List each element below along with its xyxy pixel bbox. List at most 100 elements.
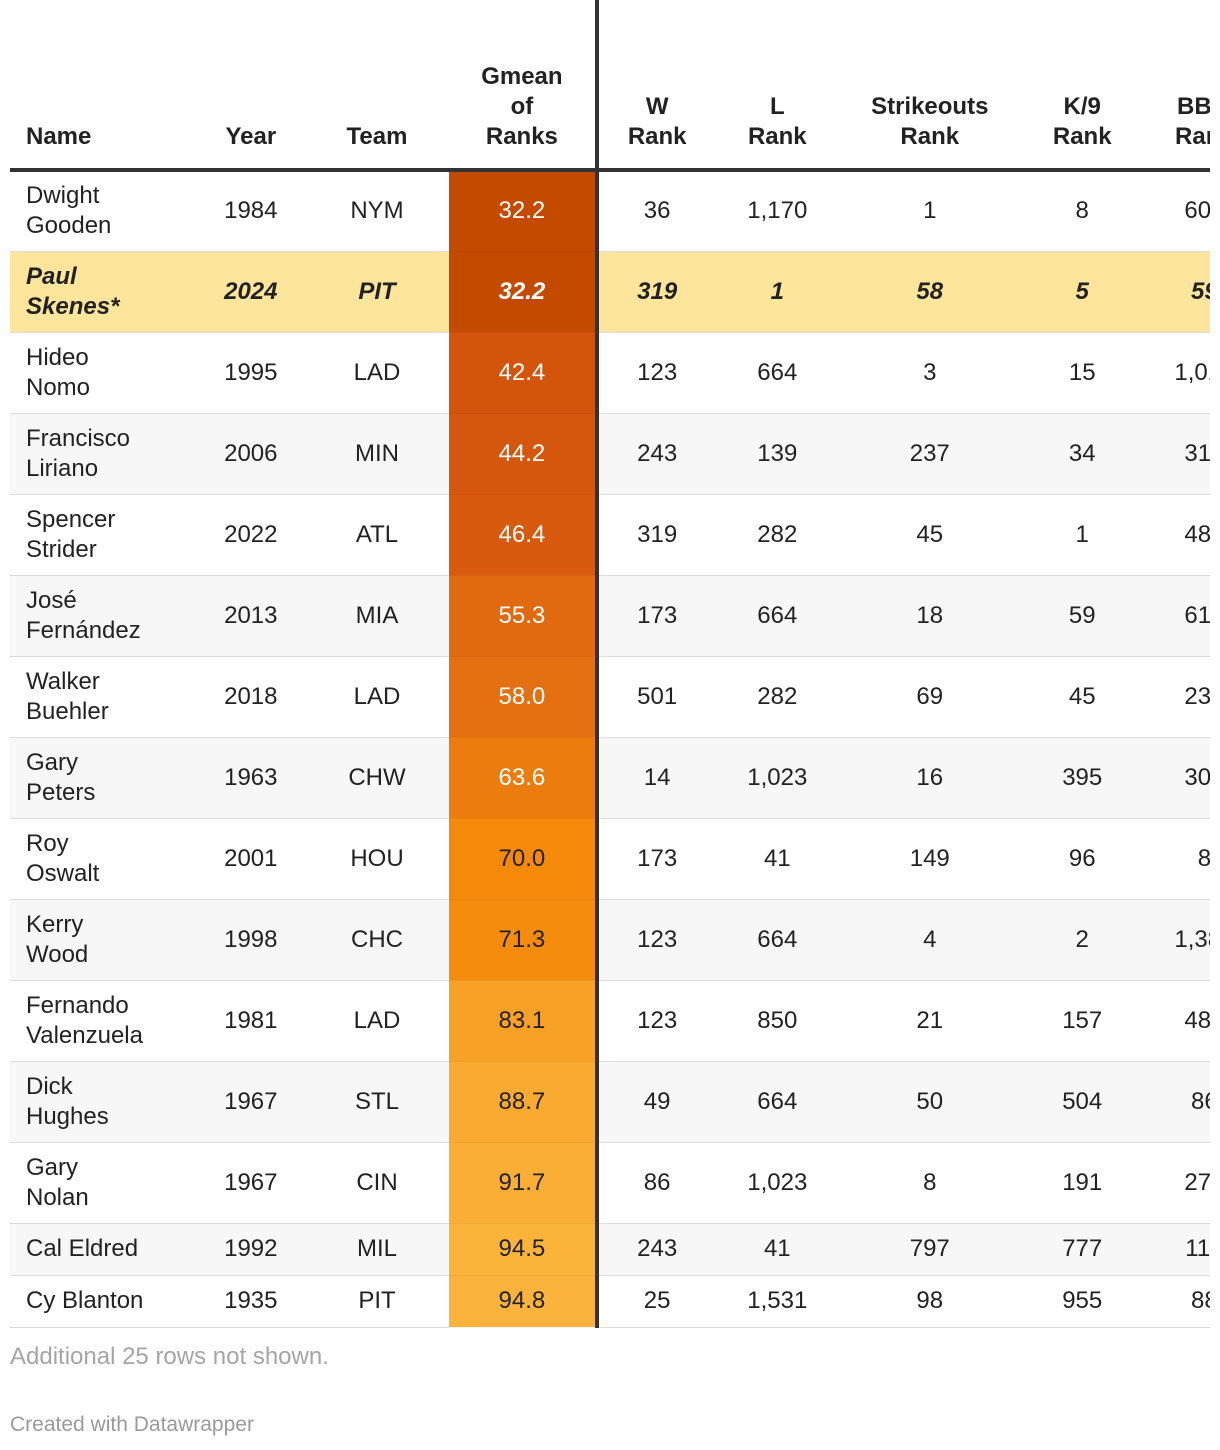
column-header-gmean[interactable]: Gmean of Ranks: [449, 0, 599, 172]
team-cell: LAD: [304, 656, 450, 738]
bb9-rank-cell: 301: [1143, 737, 1210, 819]
table-row: Fernando Valenzuela 1981 LAD 83.1 123 850 21 157…: [10, 980, 1210, 1062]
bb9-rank-cell: 8: [1143, 818, 1210, 900]
k9-rank-cell: 157: [1020, 980, 1144, 1062]
pitcher-name-part: Strider: [26, 535, 97, 563]
pitcher-name-part: Francisco: [26, 424, 131, 452]
column-header-line: W: [645, 93, 669, 120]
k9-rank-cell: 15: [1020, 332, 1144, 414]
l-rank-cell: 1,023: [715, 737, 839, 819]
strikeouts-rank-cell: 58: [838, 251, 1021, 333]
pitcher-name-part: Peters: [26, 778, 96, 806]
w-rank-cell: 123: [596, 899, 716, 981]
strikeouts-rank-cell: 797: [838, 1223, 1021, 1276]
name-cell: Francisco Liriano: [10, 413, 197, 495]
k9-rank-cell: 1: [1020, 494, 1144, 576]
l-rank-cell: 139: [715, 413, 839, 495]
column-header-line: Year: [225, 123, 277, 150]
column-header-year[interactable]: Year: [196, 0, 305, 172]
year-cell: 2024: [196, 251, 305, 333]
l-rank-cell: 664: [715, 332, 839, 414]
name-cell: Dwight Gooden: [10, 170, 197, 252]
column-header-line: Ranks: [485, 123, 558, 150]
strikeouts-rank-cell: 1: [838, 170, 1021, 252]
year-cell: 1963: [196, 737, 305, 819]
name-cell: Cal Eldred: [10, 1223, 197, 1276]
name-cell: Cy Blanton: [10, 1275, 197, 1328]
strikeouts-rank-cell: 16: [838, 737, 1021, 819]
gmean-cell: 71.3: [449, 899, 599, 981]
bb9-rank-cell: 1,389: [1143, 899, 1210, 981]
pitcher-name-part: José: [26, 586, 77, 614]
column-header-line: L: [769, 93, 785, 120]
pitcher-name-part: Nomo: [26, 373, 91, 401]
w-rank-cell: 319: [596, 251, 716, 333]
gmean-cell: 32.2: [449, 251, 599, 333]
pitcher-name-part: Gary: [26, 1153, 79, 1181]
strikeouts-rank-cell: 8: [838, 1142, 1021, 1224]
team-cell: CIN: [304, 1142, 450, 1224]
w-rank-cell: 86: [596, 1142, 716, 1224]
year-cell: 2022: [196, 494, 305, 576]
team-cell: LAD: [304, 332, 450, 414]
strikeouts-rank-cell: 3: [838, 332, 1021, 414]
column-header-team[interactable]: Team: [304, 0, 450, 172]
column-header-k9-rank[interactable]: K/9 Rank: [1020, 0, 1144, 172]
column-header-name[interactable]: Name: [10, 0, 197, 172]
column-header-line: K/9: [1063, 93, 1101, 120]
name-cell: Dick Hughes: [10, 1061, 197, 1143]
year-cell: 2006: [196, 413, 305, 495]
column-header-l-rank[interactable]: L Rank: [715, 0, 839, 172]
k9-rank-cell: 59: [1020, 575, 1144, 657]
k9-rank-cell: 34: [1020, 413, 1144, 495]
l-rank-cell: 1,023: [715, 1142, 839, 1224]
pitcher-name-part: Fernández: [26, 616, 141, 644]
column-header-line: Strikeouts: [871, 93, 989, 120]
pitcher-name-part: Valenzuela: [26, 1021, 143, 1049]
k9-rank-cell: 45: [1020, 656, 1144, 738]
bb9-rank-cell: 1,015: [1143, 332, 1210, 414]
column-header-w-rank[interactable]: W Rank: [596, 0, 716, 172]
strikeouts-rank-cell: 45: [838, 494, 1021, 576]
w-rank-cell: 123: [596, 980, 716, 1062]
column-header-line: Rank: [627, 123, 687, 150]
column-header-line: Rank: [900, 123, 960, 150]
pitcher-name-part: Buehler: [26, 697, 109, 725]
k9-rank-cell: 5: [1020, 251, 1144, 333]
pitcher-name-part: Cal Eldred: [26, 1235, 139, 1262]
pitcher-name-part: Liriano: [26, 454, 99, 482]
column-header-bb9-rank[interactable]: BB/9 Rank: [1143, 0, 1210, 172]
team-cell: CHC: [304, 899, 450, 981]
l-rank-cell: 1,170: [715, 170, 839, 252]
column-header-strikeouts-rank[interactable]: Strikeouts Rank: [838, 0, 1021, 172]
column-header-line: BB/9: [1177, 93, 1210, 120]
pitcher-name-part: Dwight: [26, 182, 100, 210]
l-rank-cell: 1,531: [715, 1275, 839, 1328]
gmean-cell: 44.2: [449, 413, 599, 495]
l-rank-cell: 1: [715, 251, 839, 333]
team-cell: MIL: [304, 1223, 450, 1276]
year-cell: 1984: [196, 170, 305, 252]
name-cell: Kerry Wood: [10, 899, 197, 981]
team-cell: MIN: [304, 413, 450, 495]
pitcher-name-part: Cy Blanton: [26, 1287, 144, 1314]
strikeouts-rank-cell: 69: [838, 656, 1021, 738]
pitcher-name-part: Roy: [26, 829, 69, 857]
bb9-rank-cell: 88: [1143, 1275, 1210, 1328]
strikeouts-rank-cell: 50: [838, 1061, 1021, 1143]
strikeouts-rank-cell: 98: [838, 1275, 1021, 1328]
name-cell: Hideo Nomo: [10, 332, 197, 414]
gmean-cell: 46.4: [449, 494, 599, 576]
bb9-rank-cell: 59: [1143, 251, 1210, 333]
gmean-cell: 94.5: [449, 1223, 599, 1276]
pitcher-name-part: Spencer: [26, 505, 116, 533]
l-rank-cell: 664: [715, 575, 839, 657]
l-rank-cell: 664: [715, 899, 839, 981]
k9-rank-cell: 8: [1020, 170, 1144, 252]
